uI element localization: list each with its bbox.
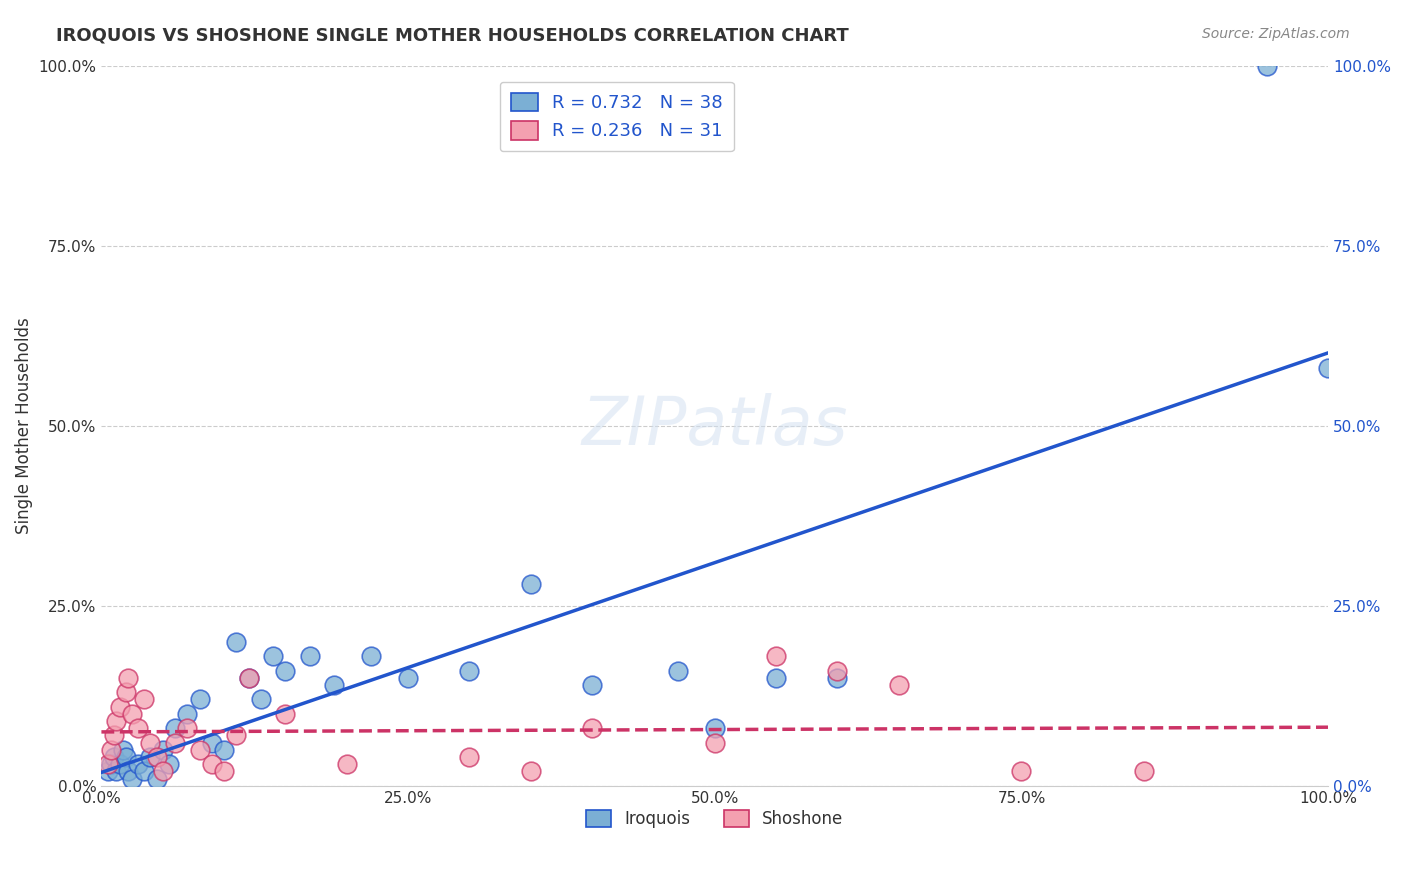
Text: Source: ZipAtlas.com: Source: ZipAtlas.com [1202, 27, 1350, 41]
Shoshone [108, 699, 131, 714]
Shoshone [96, 757, 118, 772]
Shoshone [765, 649, 787, 664]
Iroquois [238, 671, 260, 685]
Iroquois [262, 649, 284, 664]
Iroquois [157, 757, 180, 772]
Iroquois [112, 743, 135, 757]
Iroquois [163, 721, 186, 735]
Y-axis label: Single Mother Households: Single Mother Households [15, 318, 32, 534]
Shoshone [139, 735, 162, 749]
Shoshone [225, 728, 247, 742]
Shoshone [581, 721, 603, 735]
Iroquois [396, 671, 419, 685]
Shoshone [1133, 764, 1156, 779]
Text: ZIPatlas: ZIPatlas [582, 392, 848, 458]
Iroquois [105, 764, 128, 779]
Shoshone [163, 735, 186, 749]
Iroquois [581, 678, 603, 692]
Iroquois [96, 764, 118, 779]
Iroquois [145, 772, 167, 786]
Shoshone [212, 764, 235, 779]
Shoshone [1010, 764, 1032, 779]
Iroquois [666, 664, 689, 678]
Iroquois [188, 692, 211, 706]
Iroquois [100, 757, 122, 772]
Shoshone [121, 706, 143, 721]
Shoshone [188, 743, 211, 757]
Iroquois [121, 772, 143, 786]
Shoshone [520, 764, 543, 779]
Shoshone [100, 743, 122, 757]
Legend: Iroquois, Shoshone: Iroquois, Shoshone [579, 804, 851, 835]
Shoshone [176, 721, 198, 735]
Shoshone [703, 735, 725, 749]
Shoshone [117, 671, 139, 685]
Iroquois [360, 649, 382, 664]
Iroquois [201, 735, 224, 749]
Shoshone [103, 728, 125, 742]
Shoshone [827, 664, 849, 678]
Iroquois [134, 764, 156, 779]
Shoshone [134, 692, 156, 706]
Iroquois [115, 750, 138, 764]
Iroquois [103, 750, 125, 764]
Text: IROQUOIS VS SHOSHONE SINGLE MOTHER HOUSEHOLDS CORRELATION CHART: IROQUOIS VS SHOSHONE SINGLE MOTHER HOUSE… [56, 27, 849, 45]
Iroquois [117, 764, 139, 779]
Shoshone [238, 671, 260, 685]
Iroquois [703, 721, 725, 735]
Iroquois [298, 649, 321, 664]
Iroquois [1256, 59, 1278, 73]
Iroquois [323, 678, 346, 692]
Iroquois [520, 577, 543, 591]
Shoshone [145, 750, 167, 764]
Iroquois [827, 671, 849, 685]
Iroquois [139, 750, 162, 764]
Shoshone [458, 750, 481, 764]
Iroquois [1317, 361, 1340, 376]
Iroquois [176, 706, 198, 721]
Shoshone [201, 757, 224, 772]
Shoshone [274, 706, 297, 721]
Iroquois [765, 671, 787, 685]
Shoshone [336, 757, 359, 772]
Iroquois [250, 692, 273, 706]
Iroquois [458, 664, 481, 678]
Shoshone [105, 714, 128, 728]
Iroquois [152, 743, 174, 757]
Iroquois [212, 743, 235, 757]
Shoshone [152, 764, 174, 779]
Shoshone [887, 678, 910, 692]
Shoshone [127, 721, 149, 735]
Iroquois [225, 634, 247, 648]
Iroquois [108, 757, 131, 772]
Shoshone [115, 685, 138, 699]
Iroquois [274, 664, 297, 678]
Iroquois [127, 757, 149, 772]
